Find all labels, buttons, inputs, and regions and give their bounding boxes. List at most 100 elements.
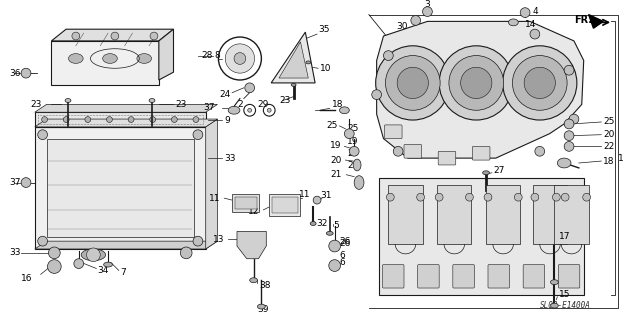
Text: 1: 1 [618,154,623,163]
Circle shape [513,56,567,110]
Text: 7: 7 [120,268,125,277]
Circle shape [461,67,492,99]
Text: 37: 37 [10,178,21,187]
Text: 11: 11 [298,190,310,199]
Polygon shape [51,29,173,41]
Text: 25: 25 [348,124,359,133]
Ellipse shape [102,54,117,63]
Circle shape [530,29,540,39]
Circle shape [564,142,574,151]
Circle shape [172,117,177,122]
Circle shape [234,53,246,64]
FancyBboxPatch shape [488,264,509,288]
Polygon shape [589,15,604,28]
Text: 32: 32 [316,219,328,228]
FancyBboxPatch shape [486,185,520,244]
Circle shape [372,90,381,100]
Text: 26: 26 [340,239,351,248]
Text: 6: 6 [340,251,346,260]
FancyBboxPatch shape [533,185,567,244]
Circle shape [329,240,340,252]
Circle shape [85,117,91,122]
Ellipse shape [326,231,333,235]
Text: 23: 23 [175,100,187,109]
FancyBboxPatch shape [232,194,259,212]
Ellipse shape [550,303,558,308]
Text: 6: 6 [340,258,346,267]
Circle shape [193,236,203,246]
Polygon shape [237,231,266,259]
Circle shape [248,108,252,112]
Circle shape [111,32,119,40]
FancyBboxPatch shape [379,178,584,295]
Ellipse shape [291,83,296,86]
Ellipse shape [550,280,558,285]
Ellipse shape [81,249,106,261]
Text: 36: 36 [10,69,21,78]
Text: 19: 19 [348,137,359,146]
Circle shape [411,16,420,25]
Text: 26: 26 [340,237,351,246]
Ellipse shape [509,19,518,26]
Circle shape [21,68,31,78]
Circle shape [329,260,340,271]
Text: 20: 20 [604,130,614,139]
Text: 20: 20 [348,149,359,158]
Text: 29: 29 [258,100,269,109]
Circle shape [86,248,100,262]
Circle shape [150,32,158,40]
Text: 39: 39 [258,305,269,314]
FancyBboxPatch shape [404,145,422,158]
Circle shape [520,8,530,18]
Circle shape [74,259,84,269]
Text: 33: 33 [10,249,21,257]
Ellipse shape [228,106,240,114]
Text: 12: 12 [248,207,259,216]
Text: 25: 25 [326,122,337,130]
Text: 16: 16 [21,274,33,283]
Text: 30: 30 [396,22,408,31]
FancyBboxPatch shape [383,264,404,288]
Ellipse shape [65,99,71,102]
Text: 24: 24 [219,90,230,99]
Circle shape [583,193,591,201]
Text: 22: 22 [604,142,614,151]
Ellipse shape [354,176,364,189]
Circle shape [515,193,522,201]
FancyBboxPatch shape [554,185,589,244]
Circle shape [47,260,61,273]
Text: 17: 17 [559,232,571,241]
Circle shape [449,56,504,110]
Text: 23: 23 [30,100,42,109]
Text: 35: 35 [318,25,330,34]
Circle shape [42,117,47,122]
Circle shape [385,56,440,110]
Circle shape [435,193,443,201]
Text: 25: 25 [604,117,614,127]
Ellipse shape [257,304,266,309]
Ellipse shape [68,54,83,63]
Text: 18: 18 [332,100,343,109]
Ellipse shape [353,159,361,171]
Text: 23: 23 [279,96,291,105]
Text: 34: 34 [97,266,109,275]
Circle shape [38,130,47,140]
FancyBboxPatch shape [51,41,159,85]
Text: 9: 9 [224,115,230,124]
Circle shape [422,7,433,17]
Circle shape [502,46,577,120]
FancyBboxPatch shape [523,264,545,288]
Text: 27: 27 [494,166,505,175]
Circle shape [564,65,574,75]
Circle shape [268,108,271,112]
Circle shape [383,51,393,61]
Text: 14: 14 [525,20,536,29]
Circle shape [561,193,569,201]
FancyBboxPatch shape [453,264,474,288]
Circle shape [193,117,199,122]
Circle shape [393,146,403,156]
FancyBboxPatch shape [235,197,257,209]
Circle shape [225,44,255,73]
Circle shape [72,32,80,40]
Text: 38: 38 [259,281,271,290]
